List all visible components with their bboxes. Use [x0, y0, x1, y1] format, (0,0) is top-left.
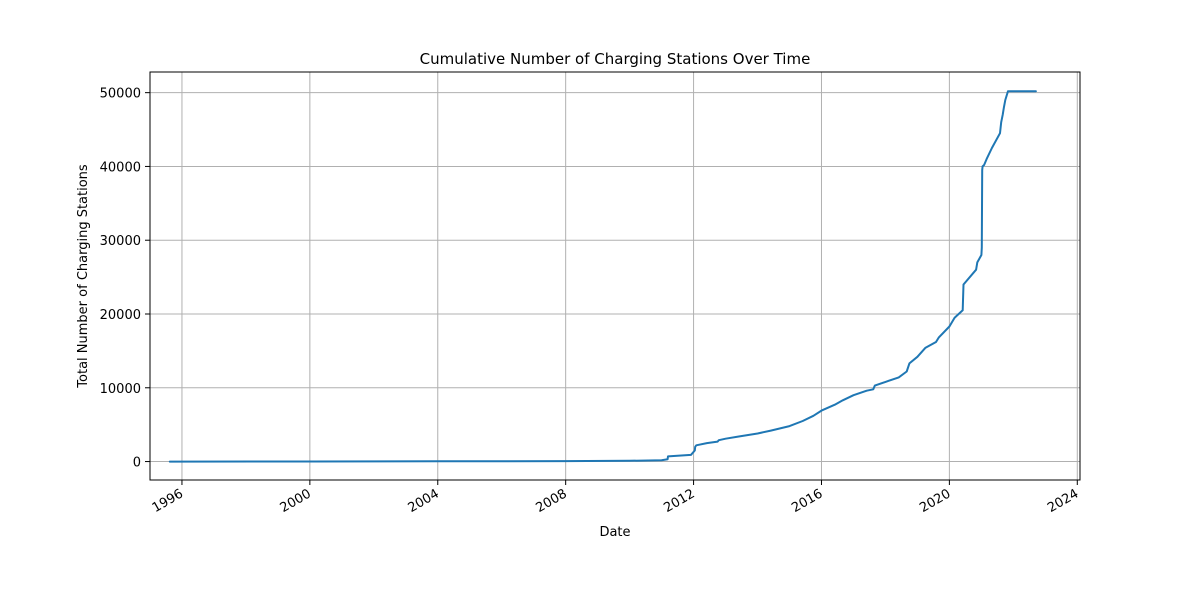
- y-tick-label: 30000: [100, 234, 141, 249]
- series-layer: [168, 90, 1037, 463]
- series-line-0: [168, 90, 1037, 463]
- y-tick-label: 50000: [100, 87, 141, 102]
- chart-title: Cumulative Number of Charging Stations O…: [420, 50, 811, 68]
- y-tick-label: 20000: [100, 308, 141, 323]
- plot-frame: [149, 71, 1081, 481]
- y-tick-label: 0: [133, 456, 141, 471]
- y-axis-label: Total Number of Charging Stations: [76, 164, 91, 389]
- y-tick-label: 10000: [100, 382, 141, 397]
- x-axis-label: Date: [599, 525, 630, 540]
- y-axis-ticks: 0 10000 20000 30000 40000 50000: [100, 87, 150, 471]
- y-tick-label: 40000: [100, 160, 141, 175]
- grid-layer: [150, 72, 1080, 480]
